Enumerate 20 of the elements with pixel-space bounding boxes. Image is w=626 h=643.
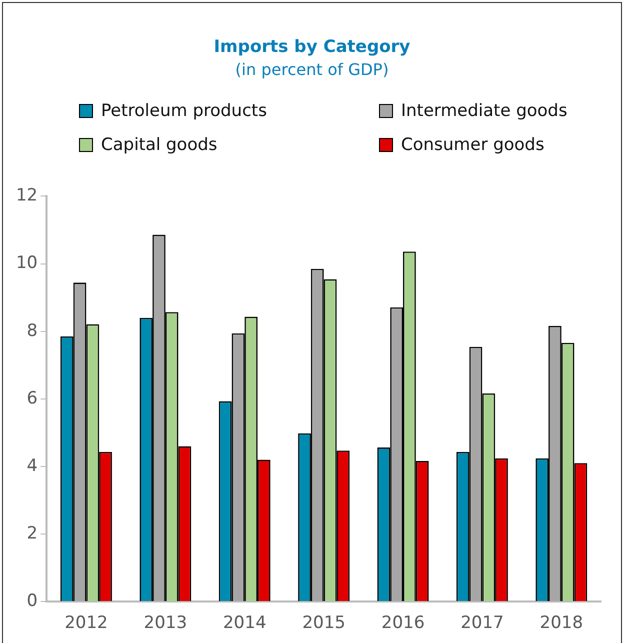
legend-label: Petroleum products <box>101 101 267 121</box>
x-tick-label: 2016 <box>381 613 425 634</box>
y-tick-label: 2 <box>26 523 38 544</box>
legend-label: Consumer goods <box>401 135 544 155</box>
y-tick-label: 4 <box>26 456 38 476</box>
x-tick-label: 2012 <box>64 613 108 634</box>
chart-subtitle: (in percent of GDP) <box>234 60 390 79</box>
x-tick-label: 2014 <box>222 613 266 634</box>
x-tick-label: 2017 <box>460 613 504 634</box>
x-tick-label: 2013 <box>144 613 188 634</box>
y-tick-label: 0 <box>26 591 38 612</box>
legend-label: Capital goods <box>101 135 218 155</box>
y-tick-label: 12 <box>16 186 38 206</box>
x-tick-label: 2015 <box>302 613 346 634</box>
legend-label: Intermediate goods <box>401 101 568 121</box>
x-tick-label: 2018 <box>540 613 584 634</box>
chart-title: Imports by Category <box>212 37 412 57</box>
y-tick-label: 6 <box>26 388 38 408</box>
y-tick-label: 10 <box>16 253 38 274</box>
y-tick-label: 8 <box>26 320 38 341</box>
